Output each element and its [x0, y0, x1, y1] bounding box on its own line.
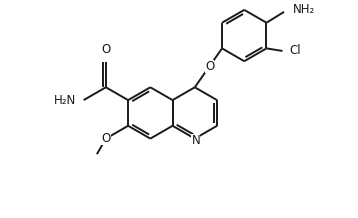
Text: N: N — [192, 134, 200, 147]
Text: Cl: Cl — [289, 44, 301, 58]
Text: O: O — [101, 132, 111, 145]
Text: NH₂: NH₂ — [293, 3, 315, 16]
Text: O: O — [101, 43, 111, 56]
Text: O: O — [205, 60, 214, 73]
Text: H₂N: H₂N — [53, 94, 76, 107]
